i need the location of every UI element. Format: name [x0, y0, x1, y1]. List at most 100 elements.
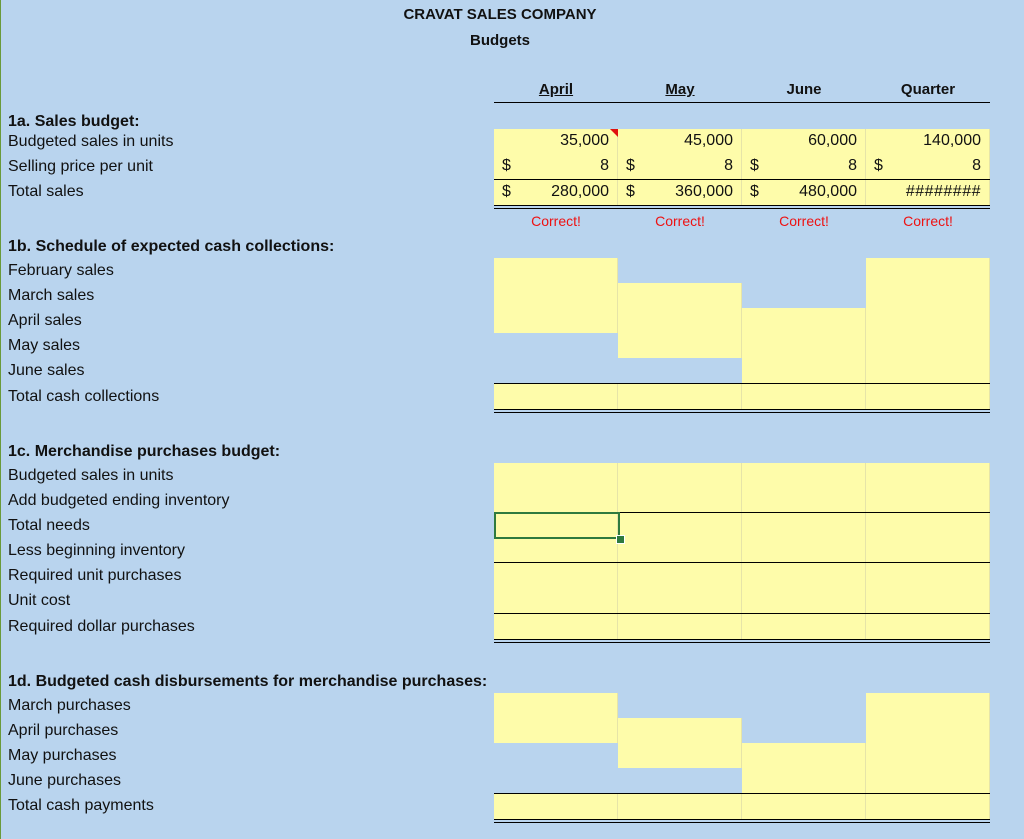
input-cell[interactable]: [866, 358, 990, 383]
input-cell[interactable]: [618, 488, 742, 513]
input-cell[interactable]: [494, 588, 618, 613]
subtotal-line: [494, 562, 990, 563]
active-cell-selection[interactable]: [494, 512, 620, 539]
input-cell[interactable]: [866, 463, 990, 488]
input-cell[interactable]: [618, 308, 742, 333]
input-cell[interactable]: [742, 488, 866, 513]
input-cell[interactable]: [866, 384, 990, 409]
input-cell[interactable]: [618, 614, 742, 639]
input-cell[interactable]: [866, 588, 990, 613]
window-edge: [0, 0, 1, 839]
input-cell[interactable]: [742, 384, 866, 409]
row-label: March sales: [8, 287, 95, 304]
subtotal-line: [494, 179, 990, 180]
input-cell[interactable]: [866, 513, 990, 538]
input-cell[interactable]: [618, 463, 742, 488]
row-label: Unit cost: [8, 592, 71, 609]
input-cell[interactable]: [866, 283, 990, 308]
input-cell[interactable]: [618, 588, 742, 613]
input-cell[interactable]: $8: [866, 154, 990, 179]
input-cell[interactable]: [866, 718, 990, 743]
input-cell[interactable]: [742, 768, 866, 793]
input-cell[interactable]: [866, 563, 990, 588]
input-cell[interactable]: [494, 488, 618, 513]
input-cell[interactable]: [494, 463, 618, 488]
row-label: Required unit purchases: [8, 567, 182, 584]
section-heading-cash-collections: 1b. Schedule of expected cash collection…: [8, 238, 335, 255]
input-cell[interactable]: [742, 743, 866, 768]
row-label: Total cash payments: [8, 797, 154, 814]
total-double-underline: [494, 409, 990, 413]
input-cell[interactable]: [618, 794, 742, 819]
row-label: April purchases: [8, 722, 119, 739]
input-cell[interactable]: [866, 488, 990, 513]
input-cell[interactable]: [494, 538, 618, 563]
column-header-quarter: Quarter: [900, 81, 956, 98]
input-cell[interactable]: [618, 384, 742, 409]
row-label: Add budgeted ending inventory: [8, 492, 230, 509]
input-cell[interactable]: [742, 513, 866, 538]
input-cell[interactable]: [742, 563, 866, 588]
input-cell[interactable]: 60,000: [742, 129, 866, 154]
input-cell[interactable]: [742, 538, 866, 563]
input-cell[interactable]: [866, 743, 990, 768]
input-cell[interactable]: [494, 614, 618, 639]
input-cell[interactable]: [866, 538, 990, 563]
input-cell[interactable]: [742, 588, 866, 613]
input-cell[interactable]: [494, 718, 618, 743]
input-cell[interactable]: [618, 743, 742, 768]
input-cell[interactable]: [618, 563, 742, 588]
input-cell[interactable]: [742, 794, 866, 819]
row-label: Total needs: [8, 517, 90, 534]
row-label: June sales: [8, 362, 85, 379]
input-cell[interactable]: [742, 308, 866, 333]
input-cell[interactable]: [494, 794, 618, 819]
input-cell[interactable]: $360,000: [618, 180, 742, 205]
input-cell[interactable]: $480,000: [742, 180, 866, 205]
row-label: Total cash collections: [8, 388, 160, 405]
input-cell[interactable]: $8: [494, 154, 618, 179]
input-cell[interactable]: 45,000: [618, 129, 742, 154]
input-cell[interactable]: [618, 538, 742, 563]
input-cell[interactable]: [866, 693, 990, 718]
input-cell[interactable]: [866, 333, 990, 358]
input-cell[interactable]: [494, 513, 618, 538]
input-cell[interactable]: $280,000: [494, 180, 618, 205]
input-cell[interactable]: [494, 308, 618, 333]
total-double-underline: [494, 205, 990, 209]
row-label: Total sales: [8, 183, 84, 200]
row-label: June purchases: [8, 772, 121, 789]
input-cell[interactable]: [866, 614, 990, 639]
fill-handle-icon[interactable]: [616, 535, 625, 544]
red-triangle-comment-icon[interactable]: [610, 129, 618, 137]
input-cell[interactable]: [742, 463, 866, 488]
row-label: March purchases: [8, 697, 131, 714]
input-cell[interactable]: $8: [618, 154, 742, 179]
input-cell[interactable]: [866, 308, 990, 333]
row-label: May purchases: [8, 747, 117, 764]
input-cell[interactable]: [742, 333, 866, 358]
input-cell[interactable]: [742, 614, 866, 639]
input-cell[interactable]: [866, 258, 990, 283]
input-cell[interactable]: [494, 283, 618, 308]
input-cell[interactable]: [494, 693, 618, 718]
input-cell[interactable]: [494, 563, 618, 588]
input-cell[interactable]: [742, 358, 866, 383]
input-cell[interactable]: [618, 333, 742, 358]
input-cell[interactable]: [618, 283, 742, 308]
input-cell[interactable]: [866, 794, 990, 819]
input-cell[interactable]: 35,000: [494, 129, 618, 154]
company-title: CRAVAT SALES COMPANY: [403, 6, 597, 23]
input-cell[interactable]: $8: [742, 154, 866, 179]
column-header-june: June: [786, 81, 822, 98]
input-cell[interactable]: [494, 384, 618, 409]
row-label: Required dollar purchases: [8, 618, 195, 635]
input-cell[interactable]: 140,000: [866, 129, 990, 154]
input-cell[interactable]: ########: [866, 180, 990, 205]
input-cell[interactable]: [618, 718, 742, 743]
input-cell[interactable]: [618, 513, 742, 538]
input-cell[interactable]: [866, 768, 990, 793]
column-header-may: May: [665, 81, 695, 98]
input-cell[interactable]: [494, 258, 618, 283]
section-heading-merchandise-purchases: 1c. Merchandise purchases budget:: [8, 443, 281, 460]
